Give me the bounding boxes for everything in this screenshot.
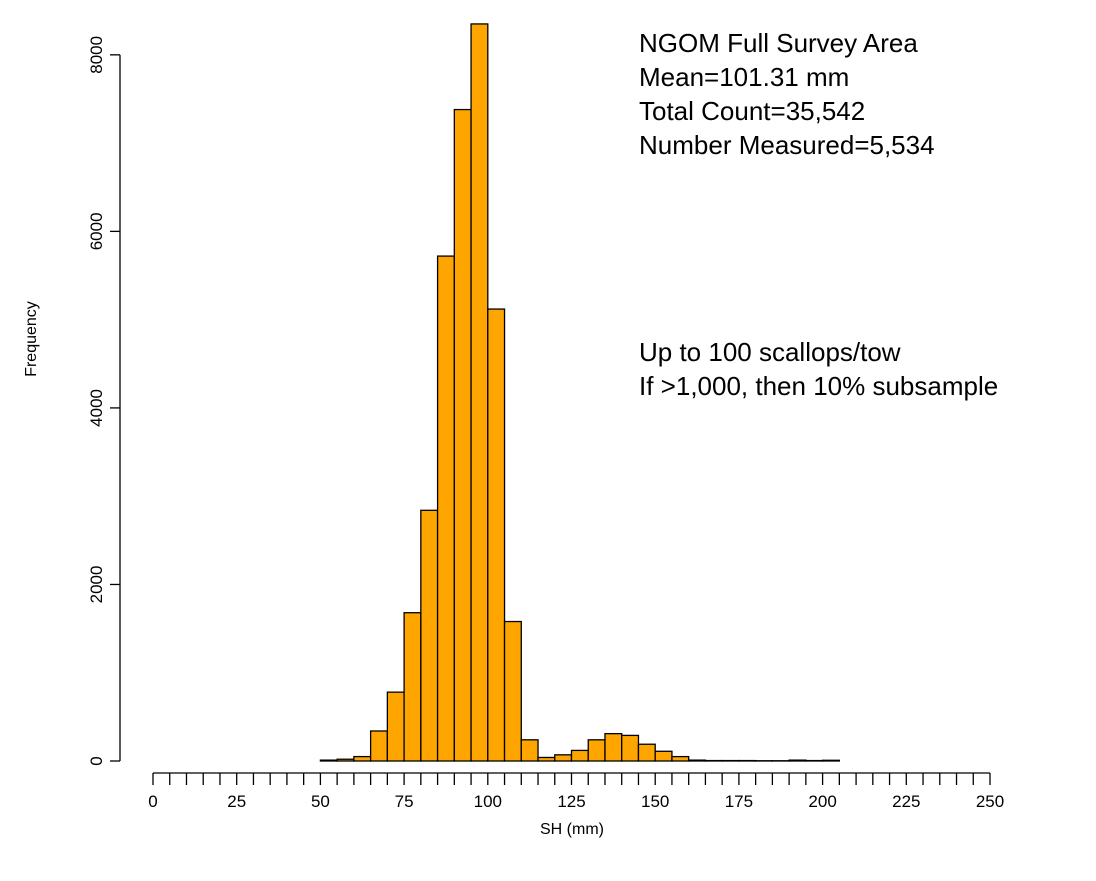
annotation-1-line-3: Total Count=35,542 (639, 96, 865, 126)
histogram-bar-190-195 (788, 759, 807, 762)
x-axis: 0 25 50 75 100 125 150 175 200 225 250 (148, 772, 1004, 811)
x-tick-label-100: 100 (474, 792, 502, 811)
annotations: NGOM Full Survey Area Mean=101.31 mm Total… (639, 28, 998, 401)
y-tick-label-8000: 8000 (87, 36, 106, 74)
x-tick-label-75: 75 (395, 792, 414, 811)
y-tick-label-0: 0 (87, 756, 106, 765)
annotation-1-line-2: Mean=101.31 mm (639, 62, 849, 92)
y-tick-label-2000: 2000 (87, 566, 106, 604)
histogram-bar-90-95 (453, 108, 472, 762)
x-tick-label-250: 250 (976, 792, 1004, 811)
x-tick-label-25: 25 (227, 792, 246, 811)
histogram-bar-60-65 (353, 755, 372, 762)
histogram-bar-145-150 (637, 743, 656, 762)
x-tick-label-125: 125 (557, 792, 585, 811)
y-axis: 0 2000 4000 6000 8000 (87, 36, 121, 766)
histogram-bar-85-90 (436, 255, 455, 762)
histogram-bar-150-155 (654, 750, 673, 762)
annotation-1-line-1: NGOM Full Survey Area (639, 28, 918, 58)
y-tick-label-4000: 4000 (87, 389, 106, 427)
x-tick-label-0: 0 (148, 792, 157, 811)
histogram-bar-120-125 (554, 754, 573, 762)
y-tick-label-6000: 6000 (87, 212, 106, 250)
histogram-bar-160-165 (688, 759, 707, 762)
histogram-bar-95-100 (470, 23, 489, 762)
histogram-bar-55-60 (336, 758, 355, 762)
annotation-1-line-4: Number Measured=5,534 (639, 130, 935, 160)
histogram-bar-70-75 (386, 691, 405, 762)
annotation-2-line-2: If >1,000, then 10% subsample (639, 371, 998, 401)
x-tick-label-50: 50 (311, 792, 330, 811)
histogram-bar-65-70 (369, 730, 389, 762)
histogram-bar-140-145 (621, 734, 640, 762)
histogram-bar-135-140 (604, 732, 623, 762)
histogram-bar-100-105 (487, 308, 506, 762)
annotation-2-line-1: Up to 100 scallops/tow (639, 337, 901, 367)
x-tick-label-175: 175 (725, 792, 753, 811)
histogram-bar-110-115 (520, 739, 539, 762)
histogram-bar-200-205 (821, 759, 840, 762)
histogram-bar-80-85 (420, 509, 439, 762)
x-tick-label-225: 225 (892, 792, 920, 811)
x-tick-label-200: 200 (808, 792, 836, 811)
histogram-bar-155-160 (671, 755, 690, 762)
x-tick-label-150: 150 (641, 792, 669, 811)
histogram-bar-125-130 (570, 749, 589, 762)
histogram-bars (319, 23, 840, 762)
histogram-bar-105-110 (503, 620, 522, 762)
histogram-bar-75-80 (403, 612, 422, 762)
histogram-bar-130-135 (587, 739, 606, 762)
x-axis-title: SH (mm) (540, 821, 604, 838)
histogram-bar-50-55 (319, 759, 338, 762)
histogram-bar-115-120 (537, 756, 556, 762)
y-axis-title: Frequency (23, 301, 40, 377)
